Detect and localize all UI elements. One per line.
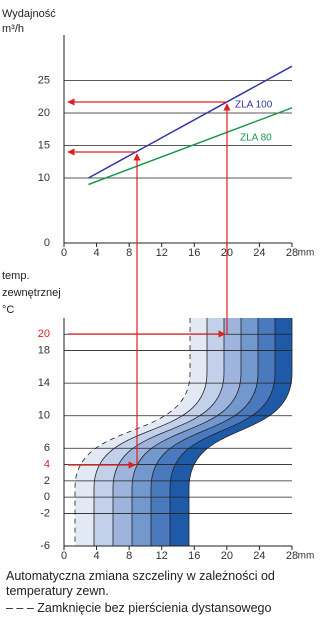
y-tick-label: 15 xyxy=(38,139,50,151)
x-tick-label: 0 xyxy=(61,550,67,562)
band-edge xyxy=(112,318,225,546)
x-tick-label: 16 xyxy=(188,247,200,259)
band xyxy=(132,318,258,546)
y-axis-label: temp. xyxy=(2,270,30,282)
x-axis-unit: mm xyxy=(298,248,315,259)
x-tick-label: 4 xyxy=(94,247,100,259)
x-tick-label: 12 xyxy=(156,550,168,562)
x-tick-label: 8 xyxy=(126,550,132,562)
x-tick-label: 16 xyxy=(188,550,200,562)
band xyxy=(94,318,224,546)
band-edge xyxy=(150,318,259,546)
x-tick-label: 4 xyxy=(94,550,100,562)
x-tick-label: 28 xyxy=(286,247,298,259)
band xyxy=(113,318,241,546)
band-edge xyxy=(188,318,293,546)
x-tick-label: 12 xyxy=(156,247,168,259)
x-tick-label: 8 xyxy=(126,247,132,259)
caption: Automatyczna zmiana szczeliny w zależnoś… xyxy=(6,569,275,598)
y-tick-label: 10 xyxy=(38,172,50,184)
x-tick-label: 28 xyxy=(286,550,298,562)
x-tick-label: 0 xyxy=(61,247,67,259)
line-series xyxy=(88,65,293,179)
line-series xyxy=(88,107,293,186)
y-tick-label: 4 xyxy=(44,458,50,470)
caption-legend: – – – Zamknięcie bez pierścienia dystans… xyxy=(6,601,272,615)
y-tick-label: 2 xyxy=(44,475,50,487)
series-label: ZLA 100 xyxy=(235,100,273,111)
y-tick-label: 18 xyxy=(38,344,50,356)
x-tick-label: 24 xyxy=(253,550,265,562)
y-tick-label: 0 xyxy=(44,491,50,503)
bands xyxy=(74,318,293,546)
y-tick-label: -2 xyxy=(40,507,50,519)
y-tick-label: 0 xyxy=(44,237,50,249)
band xyxy=(170,318,292,546)
y-axis-label: Wydajność xyxy=(2,8,56,20)
y-tick-label: 6 xyxy=(44,442,50,454)
x-tick-label: 20 xyxy=(221,550,233,562)
x-axis-unit: mm xyxy=(298,551,315,562)
x-tick-label: 24 xyxy=(253,247,265,259)
y-tick-label: 20 xyxy=(38,328,50,340)
y-tick-label: 10 xyxy=(38,410,50,422)
y-axis-label: zewnętrznej xyxy=(2,287,61,299)
band-edge xyxy=(131,318,242,546)
band-edge xyxy=(93,318,208,546)
y-tick-label: 25 xyxy=(38,74,50,86)
y-tick-label: -6 xyxy=(40,540,50,552)
reading-arrows xyxy=(67,98,231,469)
y-axis-label: °C xyxy=(2,304,14,316)
band xyxy=(151,318,275,546)
band-edge xyxy=(169,318,276,546)
band xyxy=(75,318,207,546)
y-tick-label: 20 xyxy=(38,107,50,119)
y-tick-label: 14 xyxy=(38,377,50,389)
series-label: ZLA 80 xyxy=(240,133,272,144)
y-axis-label: m³/h xyxy=(2,23,24,35)
